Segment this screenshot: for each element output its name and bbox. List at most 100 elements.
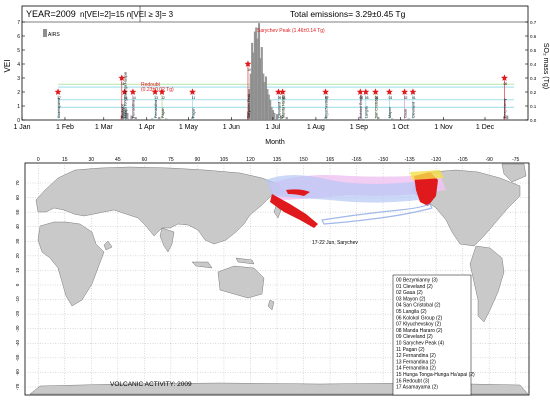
map-lat-tick-label: -50 [15, 354, 20, 361]
x-tick-label: 1 Dec [476, 124, 495, 131]
x-tick-label: 1 Jan [13, 124, 30, 131]
eruption-name-17: Asamayama [57, 98, 61, 118]
greenland [501, 163, 527, 183]
so2-bar-6 [134, 117, 137, 121]
y-left-tick-label: 0 [17, 118, 20, 124]
volcano-list-item: 03 Mayon (2) [396, 296, 426, 302]
eruption-id-04: 04 [375, 96, 379, 100]
y-left-tick-label: 6 [17, 34, 20, 40]
new-zealand [267, 299, 275, 311]
map-lon-tick-label: 15 [62, 157, 68, 163]
y-right-tick-label: 0.1 [530, 104, 537, 109]
eruption-id-01: 01 [412, 96, 416, 100]
eruption-name-16: Redoubt [121, 104, 125, 118]
eruption-id-13: 13 [154, 96, 158, 100]
y-left-tick-label: 2 [17, 90, 20, 96]
eruption-name-14: Fernandina [132, 100, 136, 118]
eurasia [35, 166, 286, 245]
so2-plume [266, 170, 446, 228]
y-axis-right-label: SO₂ mass (Tg) [542, 43, 549, 89]
map-lat-tick-label: 20 [15, 253, 20, 259]
x-tick-label: 1 Aug [307, 124, 325, 131]
plume-label: 17-22 Jun, Sarychev [312, 240, 358, 246]
volcano-list-item: 12 Fernandina (2) [396, 353, 436, 359]
y-left-tick-label: 1 [17, 104, 20, 110]
y-axis-right-ticks: 0.0 0.1 0.2 0.3 0.4 0.5 0.6 0.7 [525, 20, 537, 123]
eruption-name-06: Kolokol Group [359, 95, 363, 118]
eruption-name-04: San Cristobal [374, 96, 378, 118]
x-tick-label: 1 Apr [139, 124, 156, 131]
map-lon-tick-label: 150 [299, 157, 308, 163]
so2-bar-30 [273, 112, 276, 121]
map-lon-tick-label: 90 [195, 157, 201, 163]
y-left-tick-label: 3 [17, 76, 20, 82]
map-panel: 17-22 Jun, Sarychev 0 15 30 45 60 75 90 105 120 1… [15, 157, 530, 396]
south-america [469, 245, 505, 323]
map-lat-tick-label: -70 [15, 383, 20, 390]
volcano-list-item: 07 Klyuchevskoy (2) [396, 322, 441, 328]
eruption-star-14 [129, 88, 137, 95]
x-tick-label: 1 Feb [56, 124, 74, 131]
map-lon-tick-label: 120 [246, 157, 255, 163]
total-emissions-label: Total emissions= 3.29±0.45 Tg [290, 9, 406, 19]
time-series-panel: YEAR=2009 n[VEI=2]=15 n[VEI ≥ 3]= 3 Tota… [3, 5, 549, 146]
eruption-name-05: Langila [365, 106, 369, 118]
so2-bar-5 [130, 115, 133, 121]
eruption-markers [54, 60, 508, 95]
eruption-star-00 [501, 74, 508, 81]
volcano-list-item: 14 Fernandina (2) [396, 366, 436, 372]
eruption-name-08: Manda Hararo [281, 95, 285, 118]
x-axis-ticks: 1 Jan 1 Feb 1 Mar 1 Apr 1 May 1 Jun 1 Jul 1 Aug… [13, 117, 495, 131]
year-label: YEAR=2009 [26, 9, 76, 19]
eruption-star-06 [356, 88, 364, 95]
map-lat-tick-label: 50 [15, 209, 20, 215]
eruption-id-06: 06 [359, 96, 363, 100]
map-lat-tick-label: 30 [15, 238, 20, 244]
eruption-star-01 [409, 88, 417, 95]
map-lon-tick-label: -120 [431, 157, 441, 163]
eruption-id-08: 08 [282, 96, 286, 100]
eruption-star-09 [275, 88, 282, 95]
volcano-list-item: 08 Manda Hararo (2) [396, 328, 443, 334]
eruption-name-13: Fernandina [154, 100, 158, 118]
so2-bar-40 [506, 115, 509, 121]
background-series [58, 83, 515, 109]
eruption-id-07: 07 [325, 96, 329, 100]
eruption-star-15 [121, 88, 129, 95]
x-tick-label: 1 Sep [350, 124, 368, 131]
eruption-star-10 [244, 60, 252, 67]
map-lon-tick-label: 0 [37, 157, 40, 163]
map-lat-tick-label: -60 [15, 369, 20, 376]
eruption-id-17: 17 [57, 96, 61, 100]
x-tick-label: 1 Oct [392, 124, 409, 131]
eruption-star-05 [362, 88, 370, 95]
eruption-star-16 [118, 74, 126, 81]
so2-bar-38 [407, 118, 410, 121]
map-lat-tick-label: -10 [15, 296, 20, 303]
map-lat-tick-label: -40 [15, 340, 20, 347]
africa [37, 221, 105, 307]
map-lat-tick-label: 10 [15, 267, 20, 273]
x-tick-label: 1 Nov [434, 124, 453, 131]
x-tick-label: 1 May [179, 124, 199, 131]
annotation-sarychev: Sarychev Peak (1.46±0.14 Tg) [257, 28, 325, 34]
eruption-name-11: Pagan [191, 108, 195, 118]
volcano-list-item: 13 Fernandina (2) [396, 359, 436, 365]
so2-bar-32 [280, 115, 283, 121]
eruption-star-12 [158, 88, 166, 95]
volcano-list-item: 17 Asamayama (2) [396, 385, 438, 391]
vei-count-label: n[VEI=2]=15 n[VEI ≥ 3]= 3 [80, 10, 174, 19]
arabia-tip [103, 240, 113, 251]
annotation-redoubt-name: Redoubt [141, 82, 161, 88]
volcano-list-item: 00 Bezymianny (3) [396, 278, 438, 284]
plume-yellow-band [410, 170, 444, 180]
volcano-list-item: 16 Redoubt (3) [396, 378, 430, 384]
legend-swatch [43, 29, 47, 37]
y-axis-left-ticks: 0 1 2 3 4 5 6 7 [17, 20, 25, 124]
volcano-list-item: 05 Langila (2) [396, 309, 427, 315]
map-lon-tick-label: -135 [405, 157, 415, 163]
y-right-tick-label: 0.3 [530, 76, 537, 81]
x-tick-label: 1 Mar [95, 124, 114, 131]
so2-bar-4 [126, 112, 129, 121]
